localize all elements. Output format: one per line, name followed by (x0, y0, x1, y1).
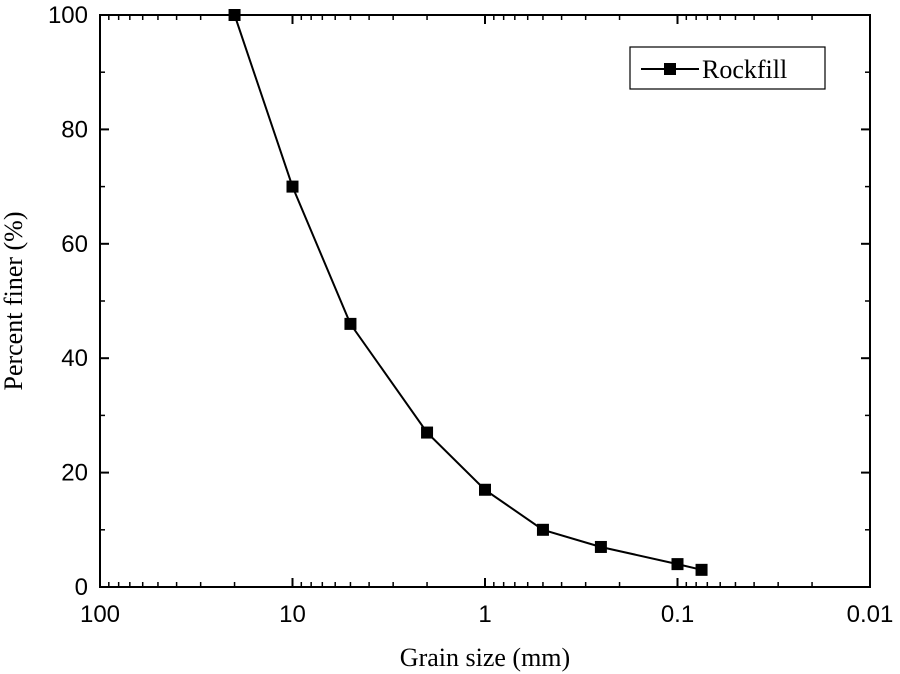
ticks-layer: 100 10 1 0.1 0.01 0 20 40 60 80 100 (48, 2, 893, 628)
data-point-marker (594, 540, 607, 553)
y-tick-label: 60 (61, 231, 88, 258)
legend-marker-square (664, 63, 676, 75)
data-point-marker (695, 563, 708, 576)
data-point-marker (671, 558, 684, 571)
series-line-rockfill (233, 14, 702, 571)
legend-label-rockfill: Rockfill (702, 55, 787, 84)
y-axis-title: Percent finer (%) (0, 211, 28, 390)
series-layer (228, 9, 708, 576)
data-point-marker (344, 317, 357, 330)
x-tick-label: 0.1 (661, 601, 694, 628)
x-tick-label: 10 (279, 601, 306, 628)
data-point-marker (536, 523, 549, 536)
x-tick-label: 100 (80, 601, 120, 628)
y-tick-label: 40 (61, 345, 88, 372)
x-tick-label: 0.01 (847, 601, 894, 628)
data-point-marker (286, 180, 299, 193)
x-tick-label: 1 (478, 601, 491, 628)
y-tick-label: 100 (48, 2, 88, 29)
y-tick-label: 0 (75, 574, 88, 601)
plot-frame (99, 14, 871, 588)
data-point-marker (479, 483, 491, 496)
data-point-marker (421, 426, 434, 439)
y-tick-label: 20 (61, 460, 88, 487)
x-axis-title: Grain size (mm) (400, 643, 570, 672)
y-tick-label: 80 (61, 116, 88, 143)
legend: Rockfill (629, 46, 826, 90)
data-point-marker (228, 9, 241, 21)
